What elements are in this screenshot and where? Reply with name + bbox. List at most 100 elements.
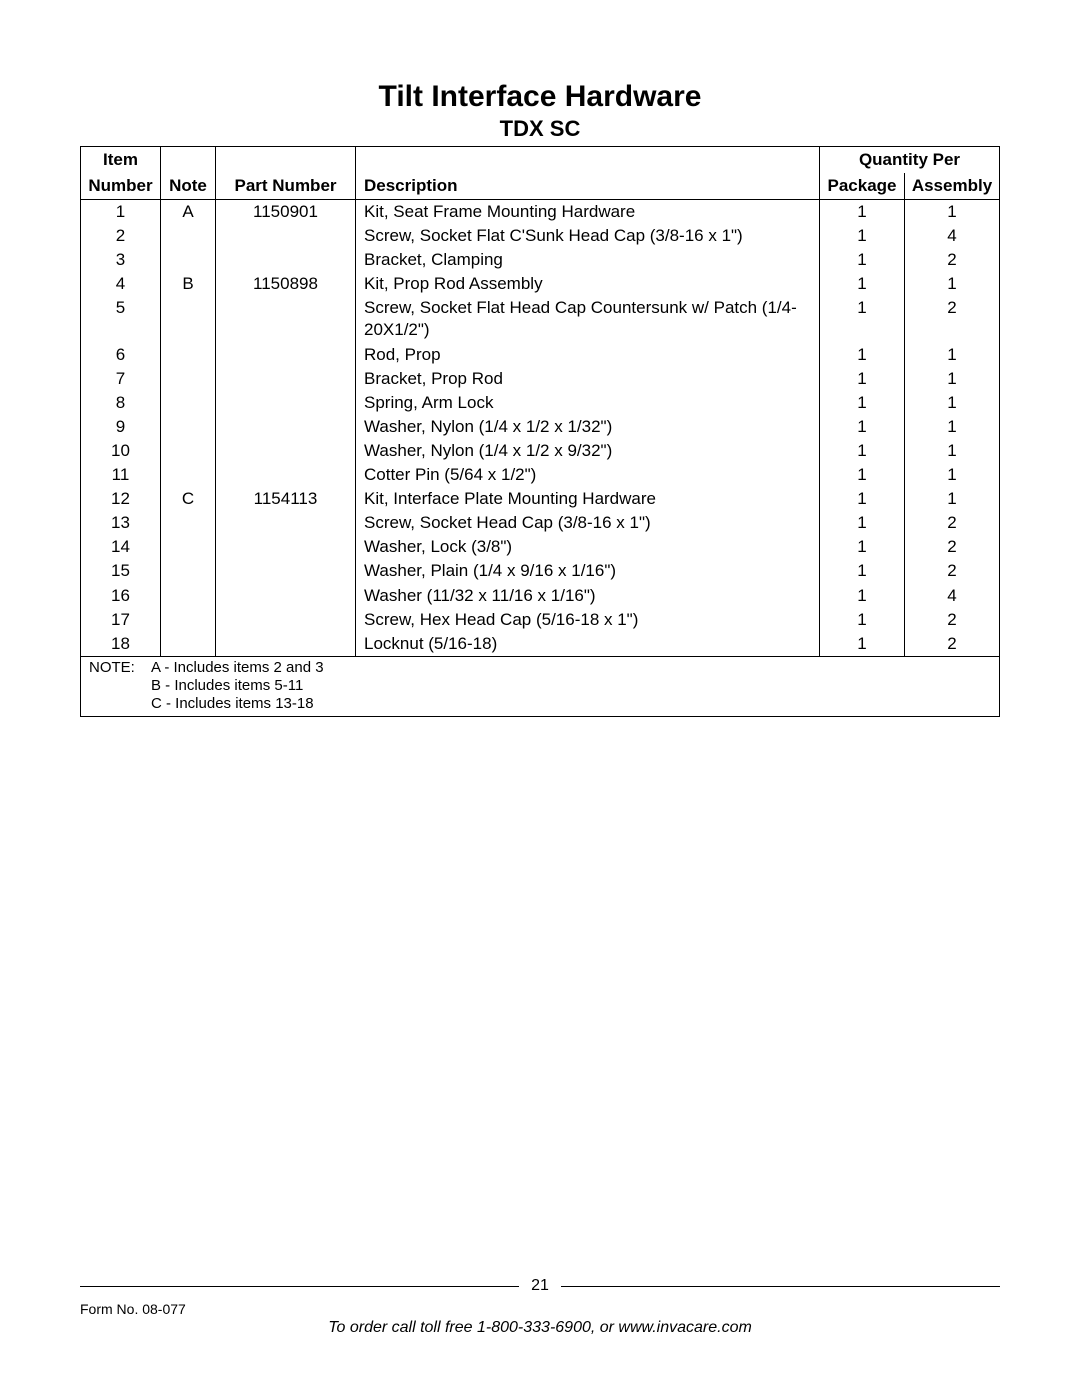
cell-asm: 1 [905,391,1000,415]
table-row: 11Cotter Pin (5/64 x 1/2")11 [81,463,1000,487]
cell-asm: 1 [905,415,1000,439]
cell-note [161,535,216,559]
page-title: Tilt Interface Hardware [80,80,1000,114]
cell-asm: 2 [905,608,1000,632]
cell-item: 13 [81,511,161,535]
page-footer: 21 Form No. 08-077 To order call toll fr… [80,1277,1000,1337]
cell-part [216,224,356,248]
th-item: Number [81,173,161,200]
cell-pkg: 1 [820,535,905,559]
cell-item: 18 [81,632,161,657]
note-label: NOTE: [89,659,151,677]
cell-desc: Washer, Plain (1/4 x 9/16 x 1/16") [356,559,820,583]
th-item-top: Item [81,147,161,174]
cell-part [216,391,356,415]
cell-part [216,463,356,487]
page-number: 21 [527,1277,553,1295]
footer-rule-left [80,1286,519,1287]
cell-note: C [161,487,216,511]
cell-part [216,511,356,535]
cell-desc: Kit, Seat Frame Mounting Hardware [356,200,820,225]
cell-item: 2 [81,224,161,248]
cell-desc: Washer, Nylon (1/4 x 1/2 x 1/32") [356,415,820,439]
cell-pkg: 1 [820,559,905,583]
cell-note: B [161,272,216,296]
th-desc: Description [356,173,820,200]
cell-item: 3 [81,248,161,272]
cell-part [216,535,356,559]
cell-desc: Spring, Arm Lock [356,391,820,415]
cell-pkg: 1 [820,584,905,608]
parts-table: Item Quantity Per Number Note Part Numbe… [80,146,1000,717]
cell-desc: Bracket, Prop Rod [356,367,820,391]
cell-note [161,248,216,272]
form-number: Form No. 08-077 [80,1301,1000,1317]
cell-pkg: 1 [820,511,905,535]
th-asm: Assembly [905,173,1000,200]
table-row: 8Spring, Arm Lock11 [81,391,1000,415]
cell-part [216,439,356,463]
cell-desc: Locknut (5/16-18) [356,632,820,657]
cell-desc: Screw, Hex Head Cap (5/16-18 x 1") [356,608,820,632]
cell-asm: 1 [905,343,1000,367]
table-row: 6Rod, Prop11 [81,343,1000,367]
cell-note [161,224,216,248]
cell-desc: Rod, Prop [356,343,820,367]
table-row: 16Washer (11/32 x 11/16 x 1/16")14 [81,584,1000,608]
cell-desc: Kit, Prop Rod Assembly [356,272,820,296]
cell-asm: 1 [905,272,1000,296]
cell-asm: 2 [905,296,1000,342]
cell-pkg: 1 [820,248,905,272]
cell-asm: 2 [905,248,1000,272]
cell-item: 16 [81,584,161,608]
cell-item: 9 [81,415,161,439]
cell-item: 15 [81,559,161,583]
cell-asm: 2 [905,632,1000,657]
cell-pkg: 1 [820,272,905,296]
cell-note: A [161,200,216,225]
cell-pkg: 1 [820,632,905,657]
cell-asm: 1 [905,367,1000,391]
cell-desc: Washer (11/32 x 11/16 x 1/16") [356,584,820,608]
table-row: 5Screw, Socket Flat Head Cap Countersunk… [81,296,1000,342]
cell-note [161,559,216,583]
cell-pkg: 1 [820,391,905,415]
cell-pkg: 1 [820,439,905,463]
cell-note [161,439,216,463]
cell-pkg: 1 [820,608,905,632]
th-part-top [216,147,356,174]
cell-asm: 2 [905,559,1000,583]
cell-part [216,559,356,583]
table-row: 2 Screw, Socket Flat C'Sunk Head Cap (3/8… [81,224,1000,248]
cell-pkg: 1 [820,343,905,367]
cell-item: 4 [81,272,161,296]
table-note-row: NOTE:A - Includes items 2 and 3B - Inclu… [81,656,1000,716]
cell-item: 17 [81,608,161,632]
cell-asm: 2 [905,535,1000,559]
cell-asm: 1 [905,463,1000,487]
cell-item: 8 [81,391,161,415]
table-row: 18 Locknut (5/16-18)12 [81,632,1000,657]
cell-pkg: 1 [820,415,905,439]
cell-pkg: 1 [820,224,905,248]
cell-item: 12 [81,487,161,511]
th-pkg: Package [820,173,905,200]
cell-desc: Bracket, Clamping [356,248,820,272]
table-row: 10Washer, Nylon (1/4 x 1/2 x 9/32")11 [81,439,1000,463]
cell-note [161,463,216,487]
cell-part [216,608,356,632]
th-note-top [161,147,216,174]
cell-part [216,415,356,439]
cell-note [161,415,216,439]
cell-item: 11 [81,463,161,487]
cell-desc: Cotter Pin (5/64 x 1/2") [356,463,820,487]
cell-part [216,367,356,391]
cell-part [216,343,356,367]
cell-item: 6 [81,343,161,367]
cell-desc: Screw, Socket Flat Head Cap Countersunk … [356,296,820,342]
cell-note [161,367,216,391]
cell-desc: Screw, Socket Flat C'Sunk Head Cap (3/8-… [356,224,820,248]
cell-asm: 1 [905,487,1000,511]
footer-rule-right [561,1286,1000,1287]
th-qty-top: Quantity Per [820,147,1000,174]
